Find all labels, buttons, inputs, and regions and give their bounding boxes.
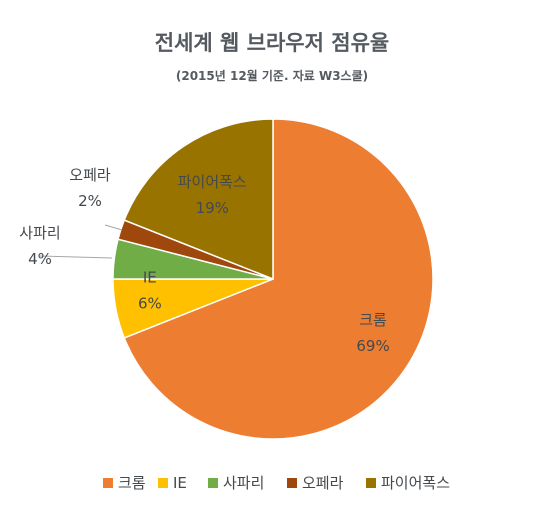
- legend-swatch-4: [287, 478, 297, 488]
- leader-line-3: [39, 255, 113, 259]
- legend-swatch-1: [103, 478, 113, 488]
- slice-value-label: 6%: [138, 295, 162, 313]
- legend-swatch-2: [158, 478, 168, 488]
- slice-category-label: IE: [143, 269, 157, 287]
- legend: 크롬 IE 사파리 오페라 파이어폭스: [103, 474, 450, 492]
- chart-subtitle: (2015년 12월 기준. 자료 W3스쿨): [176, 68, 368, 83]
- slice-labels: 크롬 69% IE 6% 사파리 4% 오페라 2% 파이어폭스 19%: [19, 166, 389, 355]
- legend-label-3: 사파리: [223, 474, 264, 492]
- legend-label-5: 파이어폭스: [381, 474, 450, 492]
- slice-category-label: 오페라: [69, 166, 111, 184]
- slice-value-label: 19%: [196, 199, 229, 217]
- pie-slice-5: [123, 118, 274, 281]
- legend-label-2: IE: [173, 474, 187, 492]
- legend-label-4: 오페라: [302, 474, 344, 492]
- chart-title: 전세계 웹 브라우저 점유율: [155, 31, 389, 55]
- slice-category-label: 파이어폭스: [178, 173, 247, 191]
- slice-value-label: 69%: [356, 337, 389, 355]
- legend-label-1: 크롬: [118, 474, 146, 492]
- leader-line-4: [104, 224, 123, 231]
- slice-category-label: 사파리: [19, 224, 60, 242]
- slice-value-label: 4%: [28, 250, 52, 268]
- legend-swatch-3: [208, 478, 218, 488]
- leader-lines: [39, 224, 123, 259]
- pie-slices: [112, 118, 434, 440]
- pie-slice-1: [123, 118, 434, 440]
- legend-swatch-5: [366, 478, 376, 488]
- slice-value-label: 2%: [78, 192, 102, 210]
- slice-category-label: 크롬: [359, 311, 387, 329]
